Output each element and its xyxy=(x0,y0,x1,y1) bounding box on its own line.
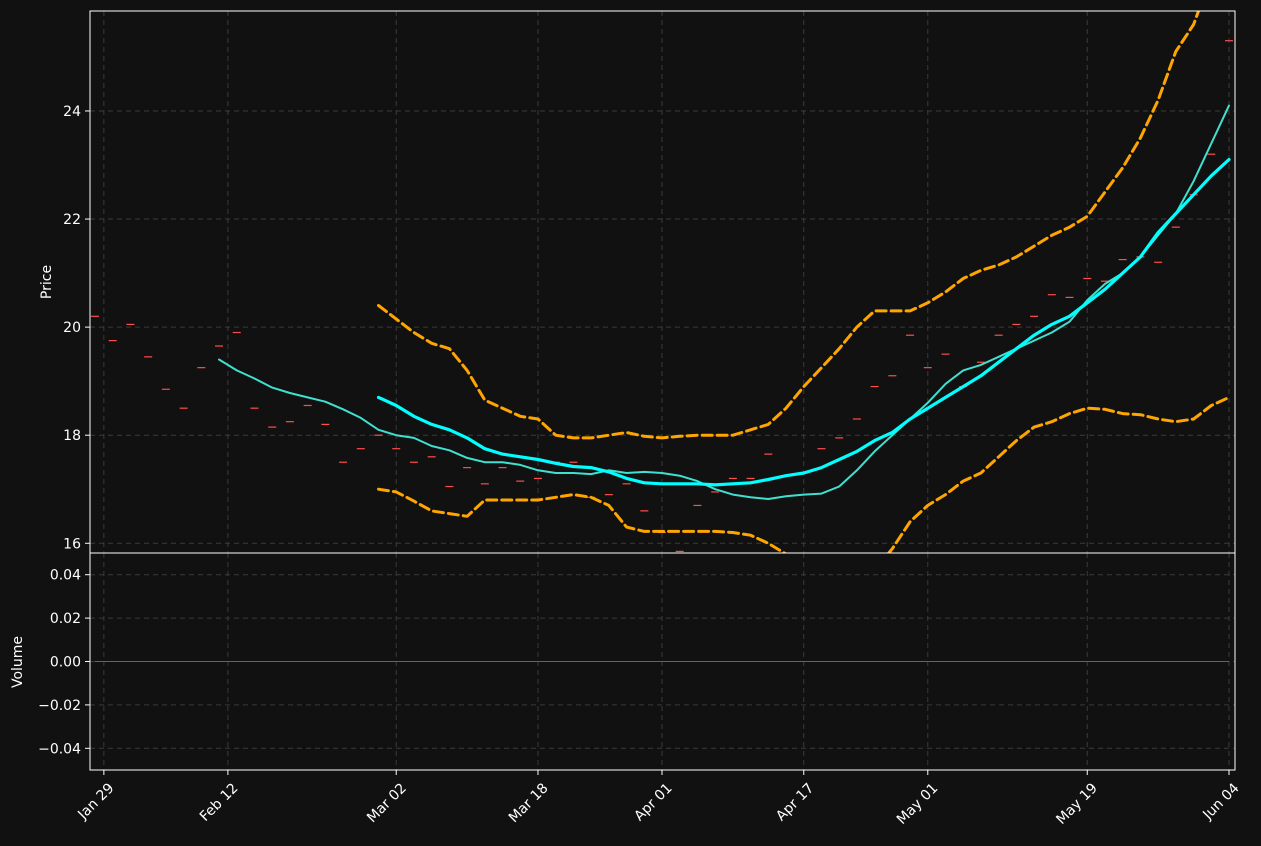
price-y-tick-label: 18 xyxy=(63,428,81,444)
volume-y-tick-label: −0.02 xyxy=(38,698,81,714)
volume-y-ticks: 0.04 0.02 0.00 −0.02 −0.04 xyxy=(38,568,90,757)
volume-y-tick-label: 0.02 xyxy=(50,611,81,627)
price-y-ticks: 16 18 20 22 24 xyxy=(63,104,90,552)
sma-slow-line xyxy=(376,158,1231,487)
volume-y-axis-label: Volume xyxy=(10,636,26,688)
price-y-tick-label: 16 xyxy=(63,536,81,552)
volume-y-tick-label: 0.00 xyxy=(50,655,81,671)
price-y-tick-label: 20 xyxy=(63,320,81,336)
price-y-axis-label: Price xyxy=(39,265,55,299)
price-y-tick-label: 24 xyxy=(63,104,81,120)
volume-y-tick-label: −0.04 xyxy=(38,741,81,757)
lower-band-line xyxy=(377,395,1231,553)
price-grid xyxy=(90,11,1235,553)
volume-y-tick-label: 0.04 xyxy=(50,568,81,584)
sma-fast-line xyxy=(218,104,1230,500)
price-plot-area xyxy=(91,11,1233,553)
upper-band-line xyxy=(377,11,1201,440)
price-y-tick-label: 22 xyxy=(63,212,81,228)
